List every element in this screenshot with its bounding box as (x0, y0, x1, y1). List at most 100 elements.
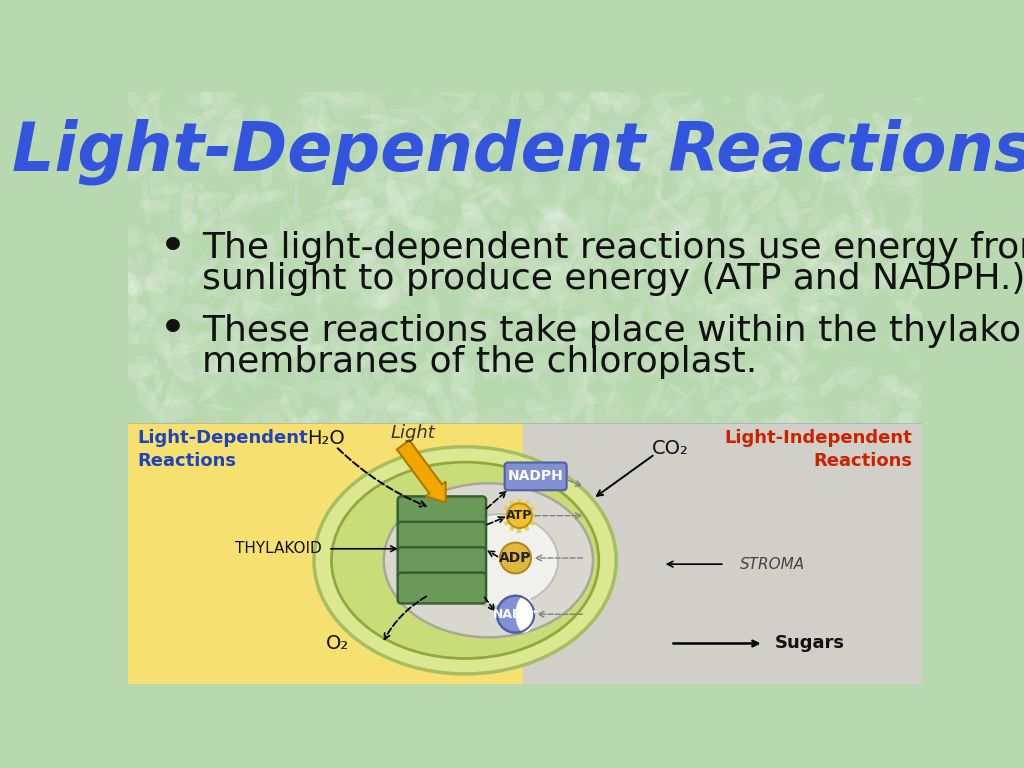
Ellipse shape (668, 221, 690, 253)
Ellipse shape (311, 343, 335, 366)
Ellipse shape (444, 217, 450, 227)
Ellipse shape (862, 618, 877, 653)
Ellipse shape (359, 279, 372, 296)
Ellipse shape (524, 397, 550, 425)
Ellipse shape (643, 474, 664, 502)
Ellipse shape (740, 663, 753, 674)
Ellipse shape (135, 580, 145, 596)
Ellipse shape (637, 498, 653, 518)
Ellipse shape (521, 308, 538, 321)
Ellipse shape (598, 266, 617, 295)
Ellipse shape (777, 452, 797, 495)
Ellipse shape (844, 620, 859, 646)
Ellipse shape (502, 369, 507, 384)
Ellipse shape (555, 169, 585, 202)
Ellipse shape (804, 237, 810, 280)
Ellipse shape (468, 124, 482, 131)
Ellipse shape (311, 170, 327, 188)
Ellipse shape (809, 614, 838, 642)
Ellipse shape (378, 382, 396, 399)
Ellipse shape (300, 81, 325, 108)
Ellipse shape (906, 357, 921, 372)
Ellipse shape (910, 195, 924, 240)
Ellipse shape (795, 532, 826, 546)
Ellipse shape (360, 231, 388, 244)
Ellipse shape (863, 228, 890, 246)
Ellipse shape (729, 291, 755, 306)
Ellipse shape (848, 141, 865, 180)
Ellipse shape (302, 521, 328, 551)
Ellipse shape (541, 591, 559, 613)
Ellipse shape (344, 572, 372, 590)
Ellipse shape (595, 266, 610, 300)
Ellipse shape (849, 500, 871, 532)
Ellipse shape (365, 454, 407, 475)
Text: STROMA: STROMA (740, 557, 805, 571)
Ellipse shape (175, 601, 204, 610)
Ellipse shape (237, 354, 259, 382)
Ellipse shape (637, 627, 658, 659)
Ellipse shape (319, 483, 325, 493)
Ellipse shape (509, 228, 527, 238)
Ellipse shape (420, 545, 443, 573)
Ellipse shape (686, 334, 703, 350)
Ellipse shape (464, 655, 478, 695)
Circle shape (497, 596, 535, 633)
Ellipse shape (496, 551, 505, 568)
Ellipse shape (623, 581, 642, 607)
Ellipse shape (233, 329, 254, 344)
Ellipse shape (588, 600, 605, 637)
Ellipse shape (870, 128, 912, 148)
Ellipse shape (208, 614, 229, 656)
Ellipse shape (234, 628, 258, 648)
Ellipse shape (567, 237, 584, 244)
Ellipse shape (734, 319, 739, 329)
Ellipse shape (414, 319, 418, 364)
Ellipse shape (232, 437, 250, 454)
Ellipse shape (908, 607, 928, 624)
Ellipse shape (243, 558, 249, 593)
Ellipse shape (118, 270, 142, 296)
Ellipse shape (755, 467, 777, 490)
Ellipse shape (549, 625, 559, 641)
Ellipse shape (558, 426, 565, 449)
Ellipse shape (552, 415, 583, 439)
Ellipse shape (632, 266, 651, 284)
Ellipse shape (820, 654, 841, 674)
Ellipse shape (753, 124, 773, 132)
Ellipse shape (718, 545, 734, 565)
Ellipse shape (487, 648, 500, 664)
Ellipse shape (362, 361, 369, 383)
Ellipse shape (452, 455, 473, 475)
Ellipse shape (761, 419, 785, 443)
Ellipse shape (388, 511, 425, 538)
Ellipse shape (333, 90, 367, 106)
Ellipse shape (827, 429, 837, 437)
Ellipse shape (663, 230, 690, 250)
Ellipse shape (294, 273, 321, 307)
Ellipse shape (772, 519, 797, 552)
Ellipse shape (516, 479, 539, 510)
Ellipse shape (534, 241, 547, 254)
Ellipse shape (819, 262, 857, 290)
Ellipse shape (425, 167, 440, 187)
Ellipse shape (246, 188, 288, 205)
Ellipse shape (503, 239, 507, 247)
Ellipse shape (686, 372, 703, 379)
Ellipse shape (385, 179, 413, 202)
Circle shape (500, 543, 531, 574)
Ellipse shape (458, 386, 477, 402)
Ellipse shape (715, 422, 725, 432)
Ellipse shape (555, 432, 569, 448)
Ellipse shape (243, 643, 264, 671)
Ellipse shape (450, 357, 469, 392)
Ellipse shape (625, 550, 640, 574)
Ellipse shape (170, 631, 187, 649)
Ellipse shape (488, 591, 524, 602)
Ellipse shape (175, 114, 220, 126)
Ellipse shape (563, 604, 587, 628)
Ellipse shape (225, 550, 242, 583)
Ellipse shape (871, 487, 889, 523)
Ellipse shape (838, 613, 852, 625)
Ellipse shape (551, 543, 582, 560)
